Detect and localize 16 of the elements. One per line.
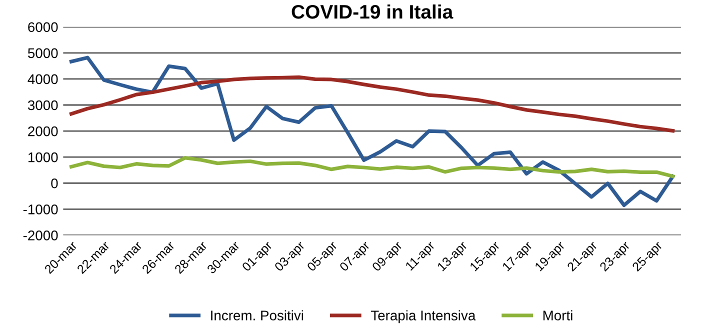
y-tick-label: 4000 xyxy=(28,74,58,84)
y-tick-label: 3000 xyxy=(28,100,58,110)
y-tick-label: 0 xyxy=(51,178,58,188)
y-tick-label: 2000 xyxy=(28,126,58,136)
legend-label: Terapia Intensiva xyxy=(370,310,476,324)
chart-title: COVID-19 in Italia xyxy=(292,4,454,19)
line-series xyxy=(70,156,675,178)
line-series xyxy=(70,75,675,133)
legend-label: Morti xyxy=(543,310,572,320)
y-tick-label: 5000 xyxy=(28,48,58,58)
legend-label: Increm. Positivi xyxy=(211,310,304,320)
line-series xyxy=(70,56,675,208)
y-tick-label: -1000 xyxy=(23,204,58,214)
y-tick-label: 6000 xyxy=(28,22,58,32)
y-tick-label: 1000 xyxy=(28,152,58,162)
y-tick-label: -2000 xyxy=(23,230,58,240)
